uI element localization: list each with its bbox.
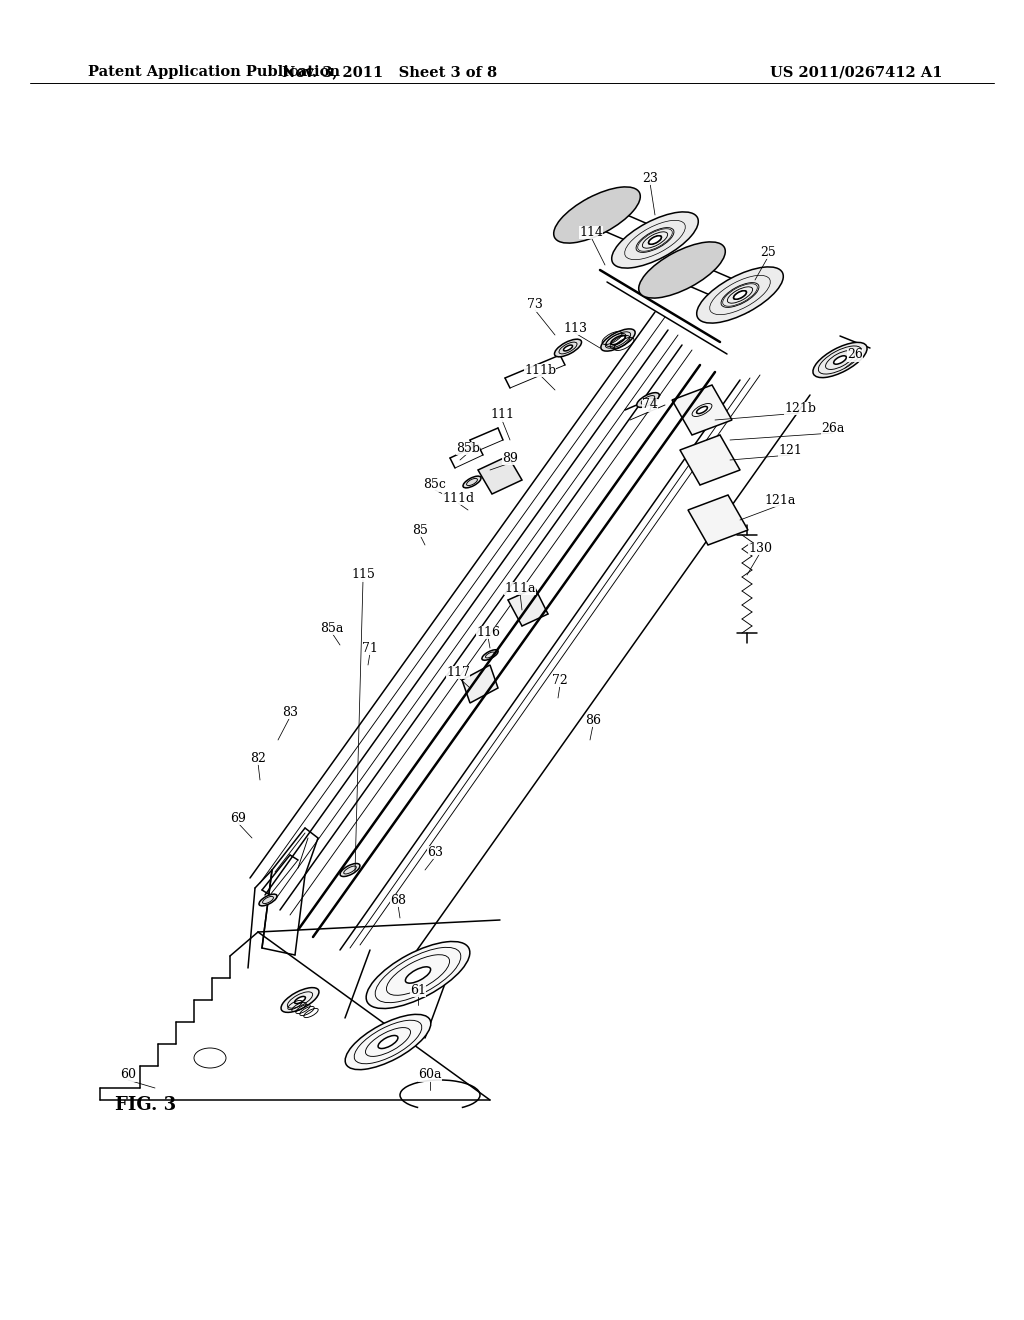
Ellipse shape xyxy=(281,987,318,1012)
Text: 130: 130 xyxy=(748,541,772,554)
Text: 71: 71 xyxy=(362,642,378,655)
Text: 61: 61 xyxy=(410,983,426,997)
Ellipse shape xyxy=(611,213,698,268)
Text: FIG. 3: FIG. 3 xyxy=(115,1096,176,1114)
Polygon shape xyxy=(462,665,498,704)
Text: 85c: 85c xyxy=(424,479,446,491)
Ellipse shape xyxy=(463,477,481,488)
Ellipse shape xyxy=(406,966,431,983)
Text: 26: 26 xyxy=(847,348,863,362)
Ellipse shape xyxy=(733,290,746,300)
Polygon shape xyxy=(478,455,522,494)
Ellipse shape xyxy=(259,894,278,906)
Text: 60a: 60a xyxy=(418,1068,441,1081)
Ellipse shape xyxy=(610,335,626,345)
Text: US 2011/0267412 A1: US 2011/0267412 A1 xyxy=(770,65,942,79)
Text: 68: 68 xyxy=(390,894,406,907)
Text: 69: 69 xyxy=(230,812,246,825)
Ellipse shape xyxy=(637,392,659,408)
Text: 121a: 121a xyxy=(764,494,796,507)
Text: 82: 82 xyxy=(250,751,266,764)
Text: 73: 73 xyxy=(527,298,543,312)
Text: 111b: 111b xyxy=(524,363,556,376)
Text: 114: 114 xyxy=(579,226,603,239)
Ellipse shape xyxy=(813,342,867,378)
Text: 85: 85 xyxy=(412,524,428,536)
Ellipse shape xyxy=(295,997,305,1003)
Text: 85b: 85b xyxy=(456,441,480,454)
Text: 89: 89 xyxy=(502,451,518,465)
Text: Patent Application Publication: Patent Application Publication xyxy=(88,65,340,79)
Ellipse shape xyxy=(648,236,662,244)
Ellipse shape xyxy=(345,1014,431,1069)
Text: 25: 25 xyxy=(760,246,776,259)
Ellipse shape xyxy=(601,329,635,351)
Ellipse shape xyxy=(378,1035,398,1048)
Ellipse shape xyxy=(482,649,498,660)
Polygon shape xyxy=(688,495,748,545)
Text: 111: 111 xyxy=(490,408,514,421)
Text: 115: 115 xyxy=(351,569,375,582)
Text: 63: 63 xyxy=(427,846,443,858)
Ellipse shape xyxy=(367,941,470,1008)
Text: Nov. 3, 2011   Sheet 3 of 8: Nov. 3, 2011 Sheet 3 of 8 xyxy=(283,65,498,79)
Ellipse shape xyxy=(696,267,783,323)
Text: 23: 23 xyxy=(642,172,658,185)
Ellipse shape xyxy=(554,339,582,356)
Text: 83: 83 xyxy=(282,705,298,718)
Text: 111a: 111a xyxy=(504,582,536,594)
Ellipse shape xyxy=(563,345,572,351)
Text: 121b: 121b xyxy=(784,401,816,414)
Ellipse shape xyxy=(696,407,708,413)
Polygon shape xyxy=(508,587,548,626)
Text: 121: 121 xyxy=(778,444,802,457)
Polygon shape xyxy=(672,385,732,436)
Ellipse shape xyxy=(639,242,725,298)
Text: 74: 74 xyxy=(642,399,658,412)
Polygon shape xyxy=(680,436,740,484)
Text: 86: 86 xyxy=(585,714,601,726)
Text: 60: 60 xyxy=(120,1068,136,1081)
Text: 85a: 85a xyxy=(321,622,344,635)
Text: 116: 116 xyxy=(476,626,500,639)
Text: 113: 113 xyxy=(563,322,587,334)
Text: 26a: 26a xyxy=(821,421,845,434)
Ellipse shape xyxy=(340,863,360,876)
Ellipse shape xyxy=(834,356,847,364)
Ellipse shape xyxy=(733,290,746,300)
Text: 72: 72 xyxy=(552,673,568,686)
Ellipse shape xyxy=(648,236,662,244)
Ellipse shape xyxy=(554,187,640,243)
Text: 117: 117 xyxy=(446,665,470,678)
Text: 111d: 111d xyxy=(442,491,474,504)
